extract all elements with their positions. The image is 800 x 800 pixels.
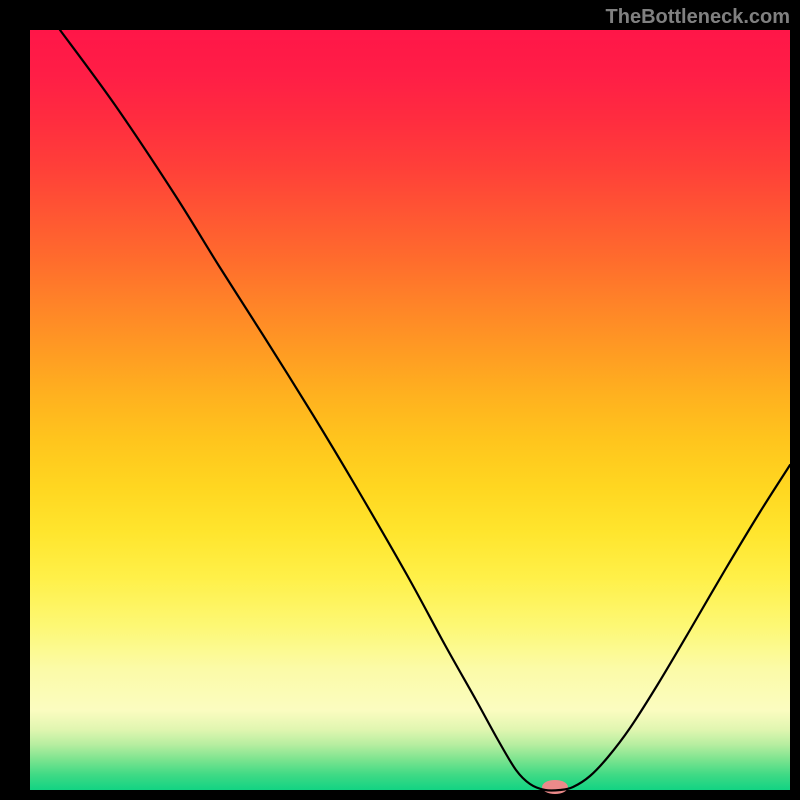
chart-frame: TheBottleneck.com <box>0 0 800 800</box>
plot-area <box>30 30 790 790</box>
border-bottom <box>0 790 800 800</box>
watermark-text: TheBottleneck.com <box>606 6 790 29</box>
border-left <box>0 0 30 800</box>
border-right <box>790 0 800 800</box>
bottleneck-chart <box>0 0 800 800</box>
minimum-marker <box>542 780 568 794</box>
